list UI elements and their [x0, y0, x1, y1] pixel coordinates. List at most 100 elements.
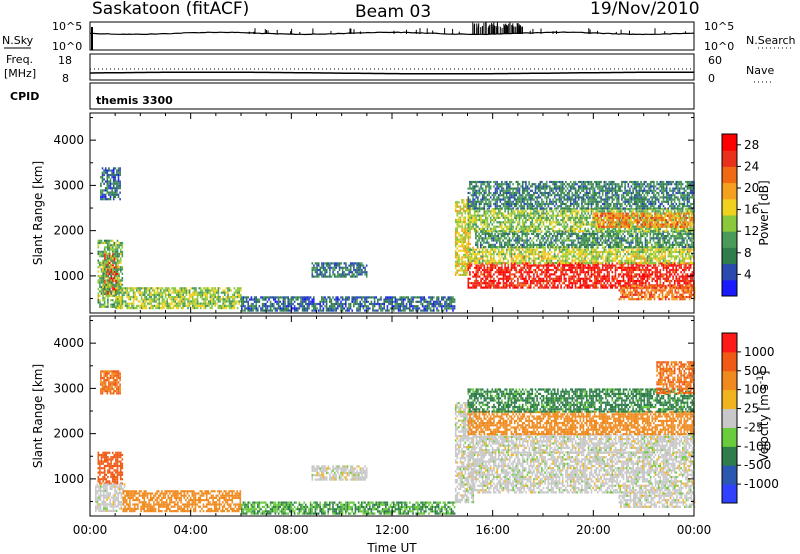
heatmap-cell: [600, 261, 602, 265]
heatmap-cell: [475, 273, 478, 276]
heatmap-cell: [462, 273, 465, 276]
heatmap-cell: [473, 284, 476, 287]
heatmap-cell: [116, 259, 119, 262]
heatmap-cell: [104, 169, 107, 172]
heatmap-cell: [466, 232, 468, 235]
heatmap-cell: [357, 309, 360, 312]
heatmap-cell: [537, 232, 540, 235]
heatmap-cell: [473, 282, 476, 285]
heatmap-cell: [512, 261, 514, 265]
heatmap-cell: [136, 307, 138, 310]
heatmap-cell: [198, 287, 200, 290]
heatmap-cell: [552, 264, 554, 267]
heatmap-cell: [643, 275, 646, 278]
heatmap-cell: [321, 296, 323, 299]
heatmap-cell: [111, 169, 113, 172]
heatmap-cell: [641, 277, 644, 280]
heatmap-cell: [520, 253, 522, 256]
heatmap-cell: [569, 268, 572, 272]
heatmap-cell: [499, 266, 502, 269]
heatmap-cell: [640, 282, 642, 285]
heatmap-cell: [100, 290, 103, 293]
heatmap-cell: [99, 290, 101, 293]
heatmap-cell: [102, 250, 104, 253]
heatmap-cell: [571, 232, 573, 235]
heatmap-cell: [324, 305, 326, 308]
heatmap-cell: [412, 309, 414, 312]
heatmap-cell: [577, 275, 580, 278]
heatmap-cell: [253, 300, 256, 303]
heatmap-cell: [105, 274, 108, 278]
heatmap-cell: [107, 279, 109, 282]
heatmap-cell: [600, 275, 602, 278]
heatmap-cell: [629, 277, 631, 280]
heatmap-cell: [649, 261, 652, 265]
heatmap-cell: [577, 259, 580, 262]
heatmap-cell: [166, 293, 168, 296]
heatmap-cell: [444, 307, 446, 310]
heatmap-cell: [111, 193, 113, 196]
heatmap-cell: [555, 275, 558, 278]
heatmap-cell: [651, 257, 654, 260]
heatmap-cell: [603, 250, 606, 254]
heatmap-cell: [611, 262, 614, 265]
heatmap-cell: [614, 273, 617, 276]
heatmap-cell: [236, 307, 239, 310]
heatmap-cell: [515, 241, 517, 244]
heatmap-cell: [180, 296, 183, 299]
heatmap-cell: [614, 282, 617, 285]
heatmap-cell: [584, 286, 586, 289]
heatmap-cell: [541, 273, 543, 276]
heatmap-cell: [107, 266, 109, 269]
heatmap-cell: [155, 291, 157, 294]
heatmap-cell: [579, 268, 582, 272]
heatmap-cell: [97, 241, 100, 245]
heatmap-cell: [365, 298, 368, 301]
heatmap-cell: [675, 248, 678, 251]
heatmap-cell: [227, 293, 229, 296]
heatmap-cell: [614, 250, 617, 254]
heatmap-cell: [340, 296, 342, 299]
heatmap-cell: [614, 264, 617, 267]
heatmap-cell: [311, 271, 314, 274]
heatmap-cell: [322, 268, 325, 272]
heatmap-cell: [492, 243, 495, 246]
heatmap-cell: [641, 255, 644, 258]
heatmap-cell: [568, 261, 570, 265]
heatmap-cell: [608, 275, 610, 278]
heatmap-cell: [211, 302, 213, 305]
heatmap-cell: [627, 279, 630, 283]
heatmap-cell: [542, 277, 545, 280]
heatmap-cell: [128, 307, 130, 310]
heatmap-cell: [171, 298, 173, 301]
heatmap-cell: [337, 305, 339, 308]
heatmap-cell: [139, 300, 141, 303]
heatmap-cell: [464, 229, 467, 232]
heatmap-cell: [461, 227, 463, 230]
heatmap-cell: [338, 298, 341, 301]
heatmap-cell: [555, 248, 558, 251]
heatmap-cell: [386, 296, 389, 299]
heatmap-cell: [271, 296, 273, 299]
heatmap-cell: [526, 282, 529, 285]
heatmap-cell: [499, 237, 501, 240]
heatmap-cell: [571, 259, 574, 262]
heatmap-cell: [630, 255, 633, 258]
heatmap-cell: [113, 279, 116, 282]
heatmap-cell: [526, 255, 529, 258]
heatmap-cell: [276, 300, 278, 303]
heatmap-cell: [595, 237, 597, 240]
heatmap-cell: [541, 286, 543, 289]
heatmap-cell: [533, 273, 535, 276]
heatmap-cell: [111, 303, 114, 306]
heatmap-cell: [112, 176, 115, 179]
heatmap-cell: [633, 253, 636, 256]
heatmap-cell: [112, 184, 115, 188]
heatmap-cell: [134, 293, 136, 296]
heatmap-cell: [531, 250, 534, 254]
heatmap-cell: [542, 235, 544, 238]
heatmap-cell: [456, 238, 459, 241]
heatmap-cell: [649, 273, 652, 276]
heatmap-cell: [675, 271, 678, 274]
heatmap-cell: [574, 262, 577, 265]
